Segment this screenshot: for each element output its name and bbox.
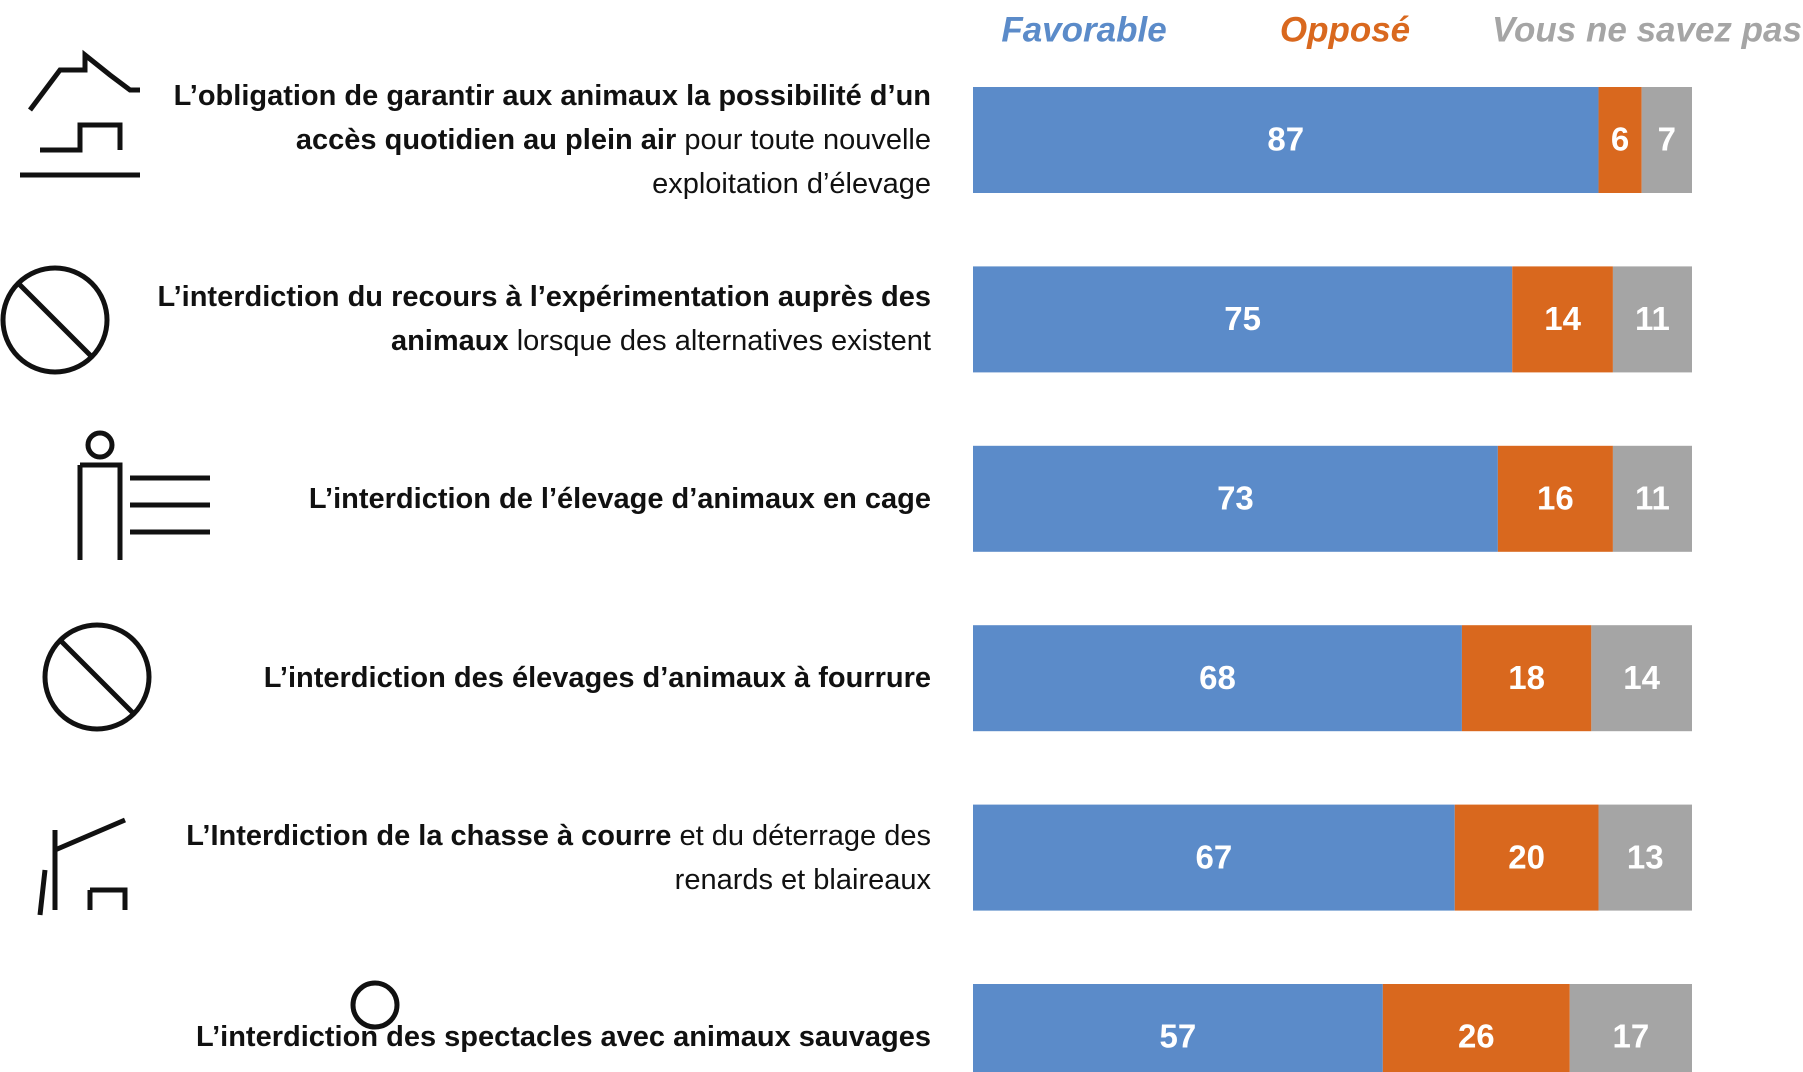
value-label: 87 (1267, 121, 1304, 158)
icon-farmer (88, 433, 112, 457)
legend-label: Opposé (1280, 10, 1410, 49)
icon-slash (18, 283, 92, 357)
category-label: L’Interdiction de la chasse à courre et … (151, 814, 931, 902)
category-text: lorsque des alternatives existent (517, 325, 931, 357)
value-label: 67 (1196, 838, 1233, 875)
icon-hunter (40, 820, 125, 915)
category-text: L’interdiction de l’élevage d’animaux en… (309, 483, 931, 515)
icon-slash (60, 640, 134, 714)
value-label: 13 (1627, 838, 1664, 875)
value-label: 75 (1224, 300, 1261, 337)
value-label: 11 (1635, 480, 1670, 517)
category-label: L’interdiction des spectacles avec anima… (151, 1015, 931, 1059)
legend-label: Vous ne savez pas (1492, 10, 1802, 49)
category-text: L’interdiction des élevages d’animaux à … (264, 662, 931, 694)
category-label: L’interdiction du recours à l’expériment… (151, 275, 931, 363)
value-label: 20 (1508, 838, 1545, 875)
category-text: L’interdiction des spectacles avec anima… (196, 1021, 931, 1053)
value-label: 7 (1658, 121, 1676, 158)
category-text: pour toute nouvelle exploitation d’éleva… (652, 124, 931, 200)
value-label: 6 (1611, 121, 1629, 158)
legend-label: Favorable (1001, 10, 1166, 49)
category-label: L’interdiction de l’élevage d’animaux en… (151, 477, 931, 521)
value-label: 14 (1623, 659, 1660, 696)
value-label: 68 (1199, 659, 1236, 696)
value-label: 57 (1160, 1018, 1197, 1055)
value-label: 14 (1544, 300, 1581, 337)
value-label: 26 (1458, 1018, 1495, 1055)
category-text: L’Interdiction de la chasse à courre (186, 820, 671, 852)
category-label: L’interdiction des élevages d’animaux à … (151, 656, 931, 700)
category-label: L’obligation de garantir aux animaux la … (151, 74, 931, 206)
value-label: 11 (1635, 300, 1670, 337)
value-label: 18 (1508, 659, 1545, 696)
value-label: 16 (1537, 480, 1574, 517)
value-label: 73 (1217, 480, 1254, 517)
icon-farm (20, 55, 140, 175)
value-label: 17 (1613, 1018, 1650, 1055)
category-text: et du déterrage des renards et blaireaux (675, 820, 931, 896)
page: Favorable Opposé Vous ne savez pas 87 67 75 14… (0, 0, 1803, 1072)
